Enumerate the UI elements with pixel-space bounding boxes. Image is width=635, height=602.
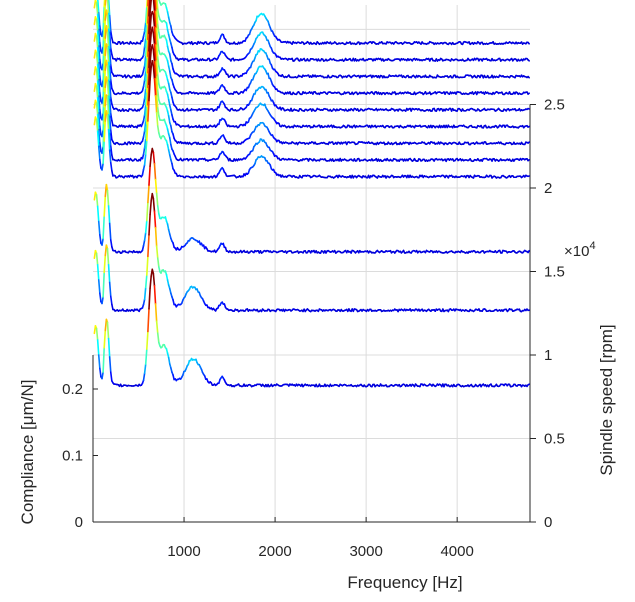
right-tick-label: 1 bbox=[544, 347, 552, 364]
series-0.85 bbox=[93, 192, 530, 313]
series-1.85 bbox=[93, 26, 530, 146]
x-tick-label: 4000 bbox=[440, 543, 473, 560]
x-tick-label: 3000 bbox=[349, 543, 382, 560]
series-1.75 bbox=[93, 44, 530, 163]
series-2.35 bbox=[93, 0, 530, 62]
series-2.05 bbox=[93, 0, 530, 112]
right-tick-label: 2.5 bbox=[544, 97, 565, 114]
series-2.15 bbox=[93, 0, 530, 96]
right-tick-label: 1.5 bbox=[544, 264, 565, 281]
left-tick-label: 0 bbox=[75, 514, 83, 531]
series-0.4 bbox=[93, 268, 530, 388]
right-tick-label: 2 bbox=[544, 180, 552, 197]
left-y-axis-label: Compliance [μm/N] bbox=[18, 380, 37, 525]
x-tick-label: 1000 bbox=[167, 543, 200, 560]
series-layer bbox=[93, 0, 530, 388]
series-1.95 bbox=[93, 10, 530, 129]
left-tick-label: 0.2 bbox=[62, 381, 83, 398]
right-tick-label: 0 bbox=[544, 514, 552, 531]
series-2.45 bbox=[97, 0, 530, 46]
series-1.65 bbox=[93, 60, 530, 179]
left-tick-label: 0.1 bbox=[62, 448, 83, 465]
right-y-axis-label: Spindle speed [rpm] bbox=[597, 324, 616, 475]
x-tick-label: 2000 bbox=[258, 543, 291, 560]
right-tick-label: 0.5 bbox=[544, 431, 565, 448]
tick-labels: 1000 2000 3000 4000 0 0.1 0.2 0 0.5 1 1.5 2 2.5 bbox=[62, 97, 565, 561]
series-1.2 bbox=[93, 147, 530, 254]
x-axis-label: Frequency [Hz] bbox=[347, 573, 462, 592]
axes bbox=[92, 104, 531, 523]
right-axis-multiplier: ×104 bbox=[564, 240, 596, 260]
